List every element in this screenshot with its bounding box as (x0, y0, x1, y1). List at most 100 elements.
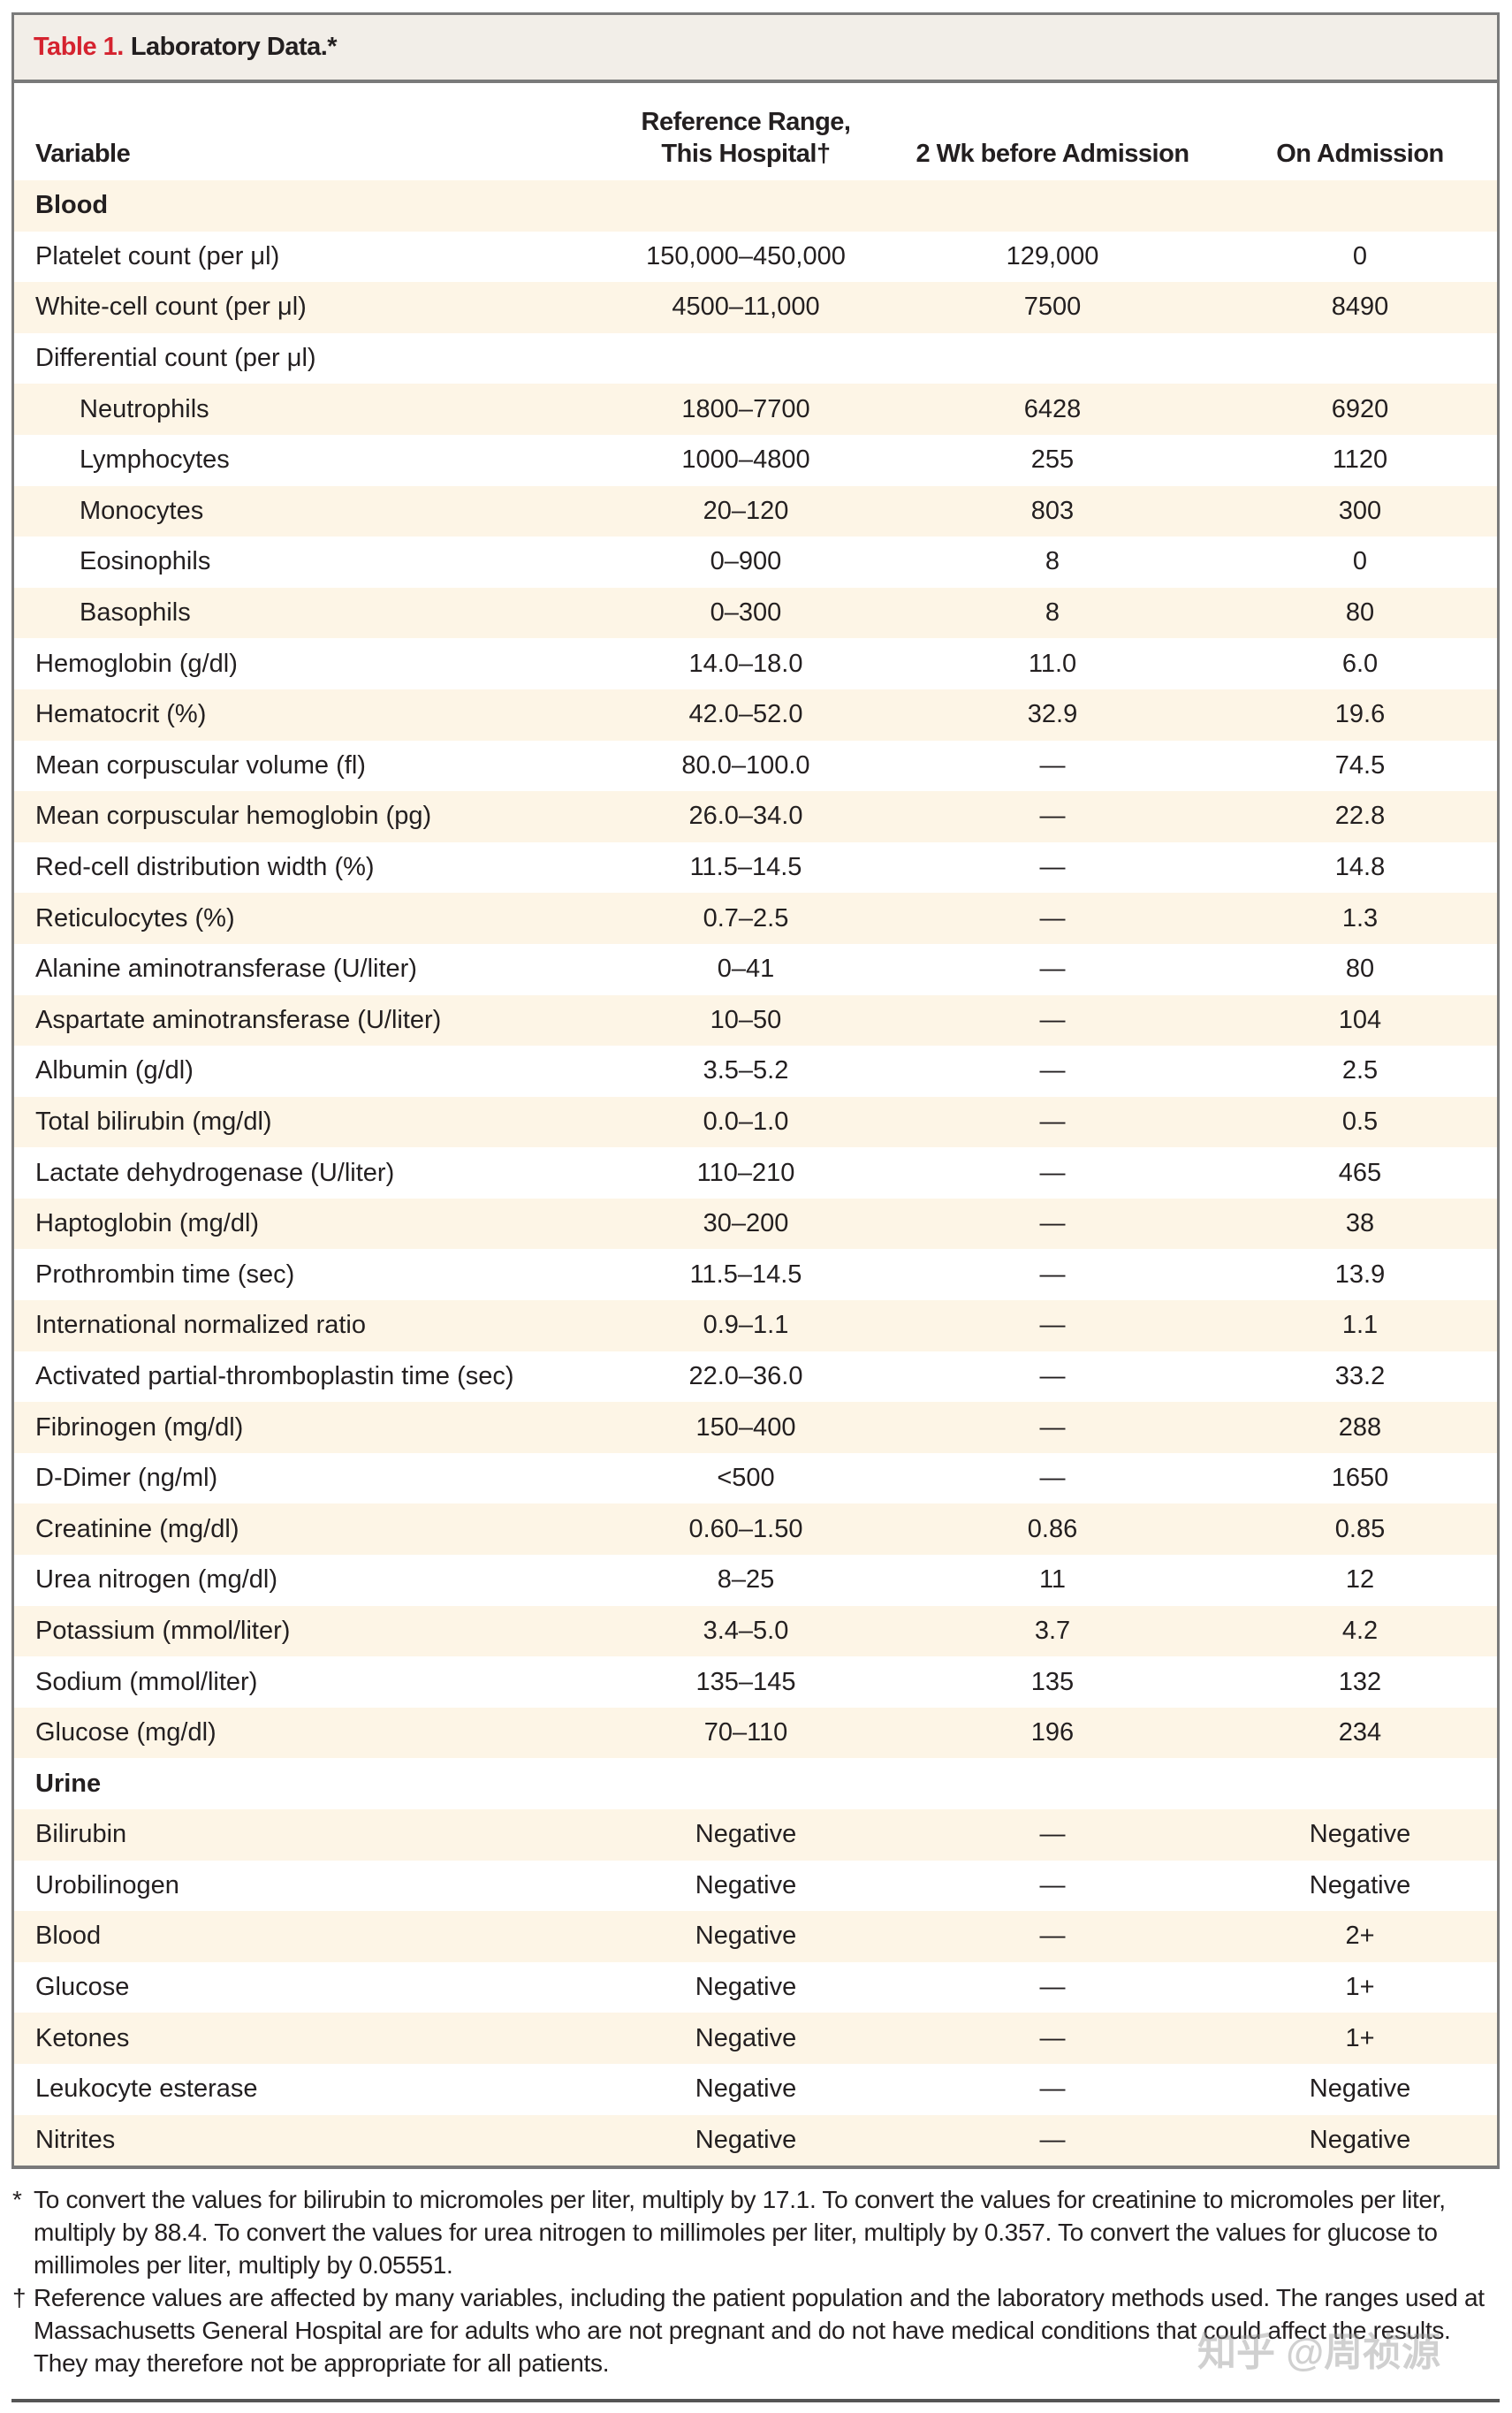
on-admission-cell: 0 (1352, 241, 1368, 270)
on-admission-cell: 6920 (1331, 394, 1389, 423)
on-admission-cell: 38 (1345, 1209, 1375, 1238)
two-weeks-before-cell: — (1039, 1005, 1066, 1034)
on-admission-cell: 1.3 (1341, 903, 1379, 932)
on-admission-cell: 74.5 (1334, 750, 1386, 780)
variable-cell: Hemoglobin (g/dl) (35, 649, 238, 678)
on-admission-cell: 1.1 (1341, 1311, 1379, 1340)
on-admission-cell: 0.5 (1341, 1107, 1379, 1136)
two-weeks-before-cell: 8 (1045, 547, 1060, 576)
variable-cell: Reticulocytes (%) (35, 903, 235, 932)
on-admission-cell: 12 (1345, 1565, 1375, 1595)
two-weeks-before-cell: — (1039, 1107, 1066, 1136)
two-weeks-before-cell: — (1039, 955, 1066, 984)
header-reference-range: Reference Range, This Hospital† (587, 106, 905, 170)
table-row: Leukocyte esterase Negative — Negative (14, 2064, 1497, 2115)
on-admission-cell: Negative (1309, 1820, 1411, 1849)
table-row: Hemoglobin (g/dl) 14.0–18.0 11.0 6.0 (14, 638, 1497, 689)
variable-cell: Urine (35, 1769, 102, 1798)
on-admission-cell: Negative (1309, 2125, 1411, 2154)
table-row: Blood Negative — 2+ (14, 1911, 1497, 1962)
table-caption: Laboratory Data.* (130, 33, 338, 61)
on-admission-cell: 6.0 (1341, 649, 1379, 678)
variable-cell: Activated partial-thromboplastin time (s… (35, 1361, 514, 1390)
on-admission-cell: 8490 (1331, 293, 1389, 322)
table-row: Nitrites Negative — Negative (14, 2114, 1497, 2166)
two-weeks-before-cell: — (1039, 1870, 1066, 1899)
table-row: White-cell count (per μl) 4500–11,000 7500… (14, 282, 1497, 333)
footnote-text: To convert the values for bilirubin to m… (34, 2186, 1446, 2279)
reference-range-cell: 0–41 (717, 955, 775, 984)
on-admission-cell: 132 (1338, 1667, 1382, 1696)
reference-range-cell: 8–25 (717, 1565, 775, 1595)
reference-range-cell: 0–900 (710, 547, 782, 576)
table-row: Reticulocytes (%) 0.7–2.5 — 1.3 (14, 893, 1497, 944)
lab-data-table: Table 1. Laboratory Data.* Variable Refe… (11, 12, 1500, 2169)
table-row: Lactate dehydrogenase (U/liter) 110–210 — 4… (14, 1147, 1497, 1199)
table-row: Prothrombin time (sec) 11.5–14.5 — 13.9 (14, 1249, 1497, 1300)
reference-range-cell: 11.5–14.5 (689, 853, 802, 882)
two-weeks-before-cell: — (1039, 1922, 1066, 1951)
footnote-mark: * (12, 2186, 22, 2213)
on-admission-cell: 4.2 (1341, 1616, 1379, 1645)
on-admission-cell: 19.6 (1334, 700, 1386, 729)
two-weeks-before-cell: 803 (1030, 496, 1075, 525)
on-admission-cell: Negative (1309, 2074, 1411, 2104)
variable-cell: Sodium (mmol/liter) (35, 1667, 258, 1696)
table-row: Alanine aminotransferase (U/liter) 0–41 — 8… (14, 944, 1497, 995)
table-row: Monocytes 20–120 803 300 (14, 485, 1497, 537)
section-row: Blood (14, 180, 1497, 232)
variable-cell: Albumin (g/dl) (35, 1056, 194, 1085)
table-row: Neutrophils 1800–7700 6428 6920 (14, 384, 1497, 435)
table-row: Lymphocytes 1000–4800 255 1120 (14, 435, 1497, 486)
reference-range-cell: 80.0–100.0 (681, 750, 810, 780)
variable-cell: Glucose (35, 1973, 130, 2002)
variable-cell: Nitrites (35, 2125, 116, 2154)
on-admission-cell: 80 (1345, 598, 1375, 628)
two-weeks-before-cell: — (1039, 853, 1066, 882)
table-row: Urobilinogen Negative — Negative (14, 1861, 1497, 1912)
table-row: Haptoglobin (mg/dl) 30–200 — 38 (14, 1198, 1497, 1250)
two-weeks-before-cell: — (1039, 1260, 1066, 1289)
table-row: Activated partial-thromboplastin time (s… (14, 1351, 1497, 1403)
variable-cell: Differential count (per μl) (35, 344, 316, 373)
variable-cell: Bilirubin (35, 1820, 127, 1849)
table-row: Glucose Negative — 1+ (14, 1962, 1497, 2013)
on-admission-cell: 465 (1338, 1158, 1382, 1187)
table-row: Hematocrit (%) 42.0–52.0 32.9 19.6 (14, 689, 1497, 741)
two-weeks-before-cell: 11 (1038, 1565, 1067, 1595)
on-admission-cell: 1650 (1331, 1464, 1389, 1493)
variable-cell: Basophils (80, 598, 191, 628)
two-weeks-before-cell: — (1039, 1412, 1066, 1442)
on-admission-cell: 300 (1338, 496, 1382, 525)
variable-cell: Prothrombin time (sec) (35, 1260, 295, 1289)
on-admission-cell: 0.85 (1334, 1514, 1386, 1543)
variable-cell: Monocytes (80, 496, 204, 525)
footnote-dagger: † Reference values are affected by many … (12, 2281, 1499, 2379)
reference-range-cell: Negative (695, 2074, 797, 2104)
reference-range-cell: 4500–11,000 (672, 293, 820, 322)
two-weeks-before-cell: — (1039, 2074, 1066, 2104)
on-admission-cell: 1+ (1345, 1973, 1375, 2002)
two-weeks-before-cell: 129,000 (1006, 241, 1099, 270)
table-row: Urea nitrogen (mg/dl) 8–25 11 12 (14, 1555, 1497, 1606)
reference-range-cell: 0.0–1.0 (703, 1107, 789, 1136)
reference-range-cell: 150,000–450,000 (646, 241, 846, 270)
variable-cell: Lymphocytes (80, 445, 230, 475)
reference-range-cell: 3.5–5.2 (703, 1056, 789, 1085)
reference-range-cell: 42.0–52.0 (688, 700, 803, 729)
reference-range-cell: 110–210 (696, 1158, 795, 1187)
variable-cell: Urea nitrogen (mg/dl) (35, 1565, 277, 1595)
reference-range-cell: 11.5–14.5 (689, 1260, 802, 1289)
reference-range-cell: Negative (695, 1922, 797, 1951)
table-row: Basophils 0–300 8 80 (14, 587, 1497, 639)
two-weeks-before-cell: — (1039, 1158, 1066, 1187)
reference-range-cell: 14.0–18.0 (688, 649, 803, 678)
two-weeks-before-cell: — (1039, 750, 1066, 780)
variable-cell: Fibrinogen (mg/dl) (35, 1412, 244, 1442)
bottom-rule (11, 2399, 1500, 2402)
on-admission-cell: 288 (1338, 1412, 1382, 1442)
two-weeks-before-cell: 255 (1030, 445, 1075, 475)
variable-cell: Blood (35, 191, 109, 220)
reference-range-cell: 1000–4800 (681, 445, 810, 475)
variable-cell: International normalized ratio (35, 1311, 366, 1340)
